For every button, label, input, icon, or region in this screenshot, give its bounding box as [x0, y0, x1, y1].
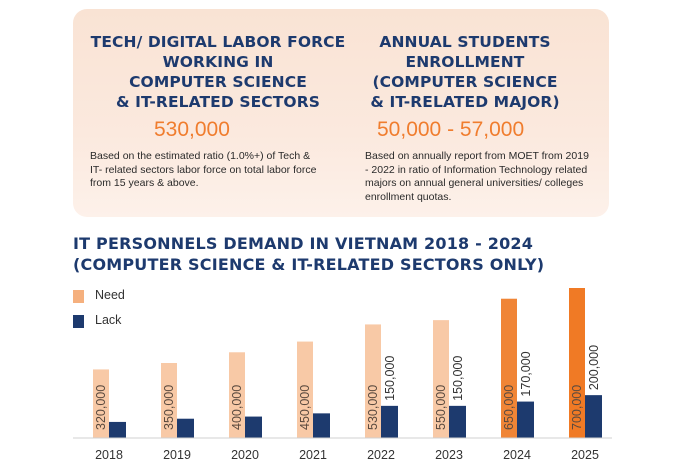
bar-need-2022 — [365, 324, 381, 438]
data-label-need-2025: 700,000 — [570, 385, 584, 430]
x-tick-label-2018: 2018 — [95, 448, 123, 462]
data-label-need-2020: 400,000 — [230, 385, 244, 430]
x-tick-label-2022: 2022 — [367, 448, 395, 462]
data-label-lack-2025: 200,000 — [587, 345, 601, 390]
bar-lack-2021 — [313, 413, 330, 438]
bar-lack-2022 — [381, 405, 398, 438]
bar-need-2019 — [161, 363, 177, 438]
bar-need-2021 — [297, 341, 313, 438]
data-label-need-2022: 530,000 — [366, 385, 380, 430]
stats-panel — [73, 9, 609, 217]
enrollment-note: Based on annually report from MOET from … — [365, 150, 589, 203]
labor-force-value: 530,000 — [154, 118, 230, 141]
bar-need-2018 — [93, 369, 109, 438]
bar-need-2025 — [569, 288, 585, 438]
x-tick-label-2020: 2020 — [231, 448, 259, 462]
data-label-lack-2022: 150,000 — [383, 356, 397, 401]
chart-title: IT PERSONNELS DEMAND IN VIETNAM 2018 - 2… — [73, 234, 545, 274]
bar-lack-2025 — [585, 395, 602, 438]
data-label-lack-2024: 170,000 — [519, 351, 533, 396]
bar-need-2024 — [501, 298, 517, 438]
x-tick-label-2025: 2025 — [571, 448, 599, 462]
data-label-need-2021: 450,000 — [298, 385, 312, 430]
bar-lack-2020 — [245, 416, 262, 438]
bar-lack-2018 — [109, 421, 126, 438]
x-tick-label-2021: 2021 — [299, 448, 327, 462]
legend-need-swatch — [73, 290, 84, 303]
data-label-need-2019: 350,000 — [162, 385, 176, 430]
x-tick-label-2023: 2023 — [435, 448, 463, 462]
legend-lack-swatch — [73, 315, 84, 328]
data-label-need-2018: 320,000 — [94, 385, 108, 430]
bar-need-2023 — [433, 320, 449, 438]
data-label-lack-2023: 150,000 — [451, 356, 465, 401]
enrollment-title: ANNUAL STUDENTS ENROLLMENT (COMPUTER SCI… — [370, 33, 560, 111]
data-label-need-2024: 650,000 — [502, 385, 516, 430]
x-tick-label-2024: 2024 — [503, 448, 531, 462]
bar-lack-2024 — [517, 401, 534, 438]
enrollment-value: 50,000 - 57,000 — [377, 118, 525, 141]
legend-need-label: Need — [95, 288, 125, 302]
bar-lack-2023 — [449, 405, 466, 438]
legend-lack-label: Lack — [95, 313, 122, 327]
bar-need-2020 — [229, 352, 245, 438]
data-label-need-2023: 550,000 — [434, 385, 448, 430]
labor-force-title: TECH/ DIGITAL LABOR FORCE WORKING IN COM… — [90, 33, 346, 111]
bar-lack-2019 — [177, 418, 194, 438]
labor-force-note: Based on the estimated ratio (1.0%+) of … — [90, 150, 317, 189]
x-tick-label-2019: 2019 — [163, 448, 191, 462]
